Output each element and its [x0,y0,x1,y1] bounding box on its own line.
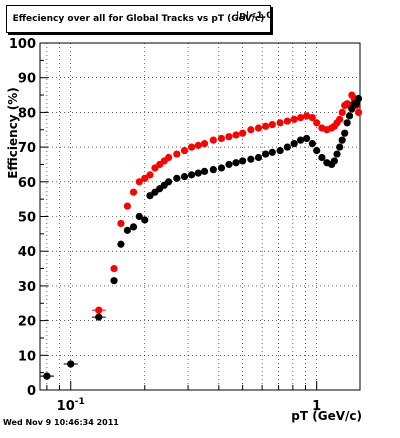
data-point [129,188,138,196]
data-point [187,143,196,151]
data-point [95,313,103,321]
data-point [141,216,149,224]
data-point [333,150,341,158]
data-point [262,150,270,158]
data-point [110,264,118,273]
data-point [345,112,354,120]
data-point [217,134,226,143]
data-point [123,226,132,234]
data-point [123,202,132,210]
data-point [308,114,316,122]
x-axis-label: pT (GeV/c) [291,409,362,423]
x-tick-label: 10-1 [57,397,85,414]
y-tick-label: 0 [27,384,36,399]
data-point [336,143,344,151]
data-point [296,136,305,144]
data-point [225,133,233,141]
chart-title-box: Effeciency over all for Global Tracks vs… [6,5,271,33]
data-point [313,119,321,127]
x-axis-ticks: 10-1 1 [46,381,321,414]
data-point [200,167,209,175]
data-point [117,240,125,248]
y-tick-label: 10 [18,349,36,364]
data-point [135,178,143,186]
data-point [194,141,202,149]
data-point [232,131,240,139]
data-point [341,129,349,137]
data-point [200,140,209,148]
data-point [110,277,118,285]
data-point [194,169,202,177]
y-tick-label: 40 [18,245,36,260]
data-point [276,119,284,127]
x-tick-label: 1 [312,399,321,414]
y-tick-label: 20 [18,315,36,330]
data-point [303,112,311,120]
data-point [354,108,363,116]
data-point [283,143,291,151]
data-point [254,153,263,162]
data-point [232,159,240,167]
y-tick-label: 80 [18,106,36,121]
chart-title: Effeciency over all for Global Tracks vs… [12,14,265,24]
data-point [129,223,138,231]
y-tick-label: 90 [18,72,36,87]
y-tick-label: 60 [18,176,36,191]
data-point [290,140,298,148]
data-point [141,174,149,182]
data-point [239,129,247,137]
data-point [268,148,276,156]
data-point [217,164,226,172]
data-point [313,146,321,155]
data-point [146,171,154,179]
data-point [173,150,181,158]
y-tick-label: 50 [18,211,36,226]
data-point [338,108,346,116]
data-point [165,153,173,162]
timestamp: Wed Nov 9 10:46:34 2011 [3,418,119,427]
data-point [187,171,196,179]
data-point [308,140,316,148]
y-tick-label: 30 [18,280,36,295]
data-point [247,126,255,134]
data-point [247,155,255,163]
data-point [338,136,346,144]
data-point [135,212,143,221]
data-point [290,115,298,123]
data-point [165,178,173,186]
data-point [239,157,247,165]
data-point [343,119,351,127]
data-point [180,146,189,155]
y-axis-label: Efficiency (%) [6,87,20,179]
data-point [354,94,363,103]
y-tick-label: 70 [18,141,36,156]
data-point [283,117,291,125]
data-point [180,172,189,181]
data-point [209,136,217,144]
data-point [209,166,217,174]
grid-lines [40,43,360,390]
data-point [276,146,284,155]
data-point [268,120,276,129]
data-point [173,174,181,182]
data-point [254,124,263,132]
title-overlap-text: |η|<1.0 [236,11,273,21]
data-points [39,91,363,380]
data-point [336,115,344,123]
y-tick-label: 100 [9,37,36,52]
y-axis-ticks: 0 10 20 30 40 50 60 70 80 90 100 [9,37,48,399]
data-point [318,153,326,162]
data-point [43,372,51,380]
data-point [296,114,305,122]
data-point [303,134,311,143]
data-point [225,160,233,169]
data-point [117,219,125,228]
data-point [95,306,103,314]
data-point [262,122,270,130]
data-point [330,157,338,165]
data-point [67,360,75,368]
